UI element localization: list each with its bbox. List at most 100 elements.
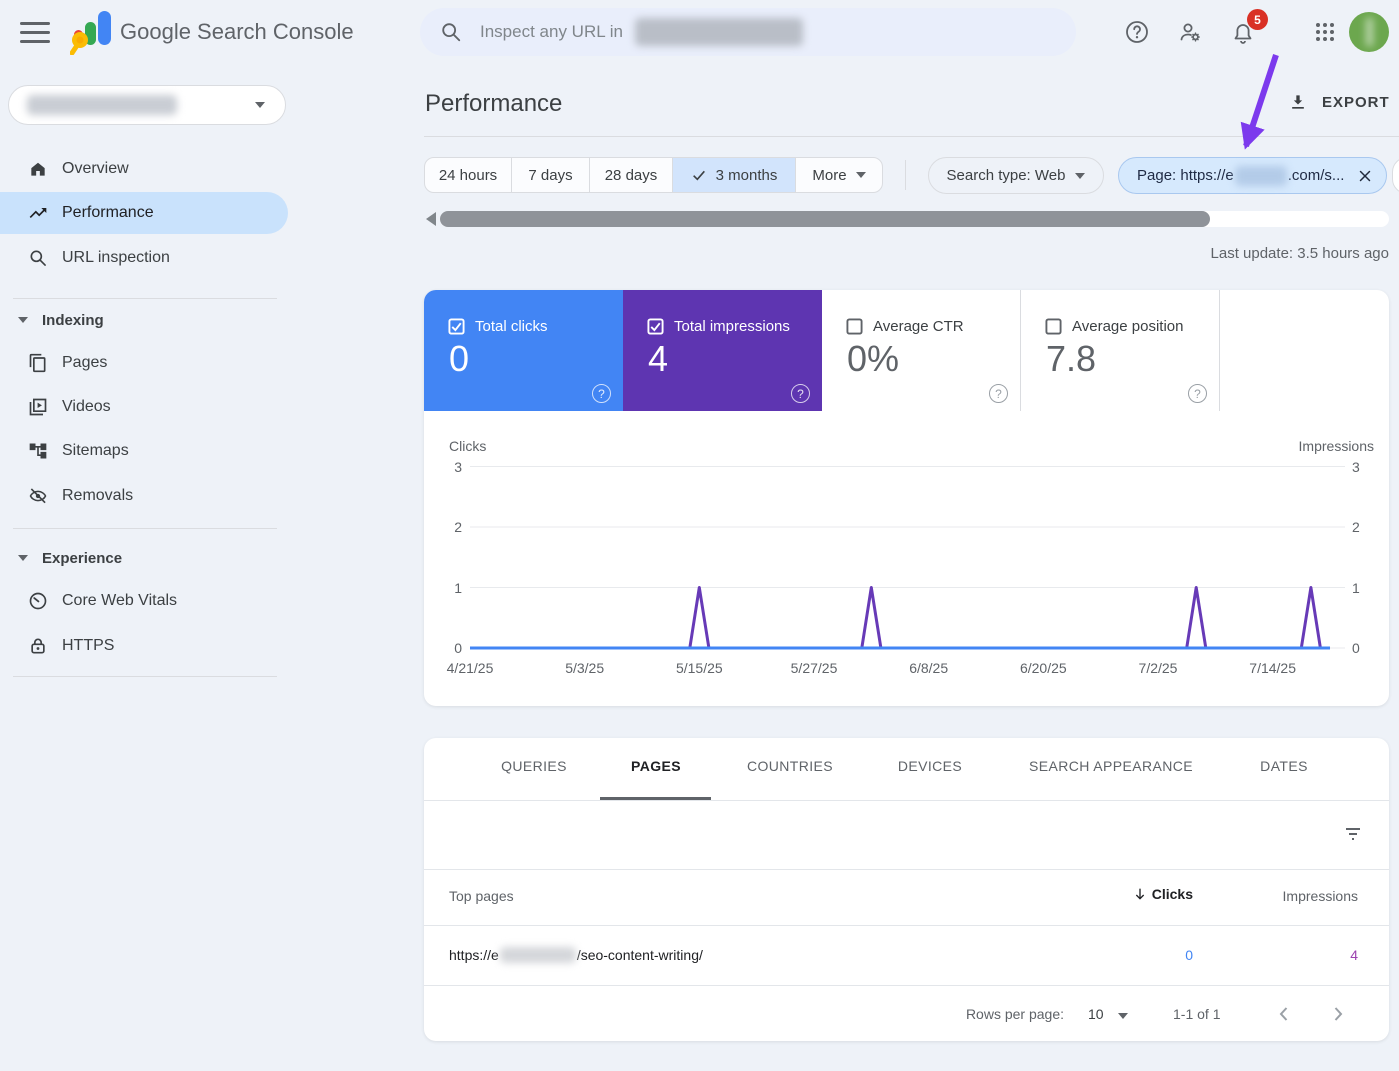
tab-queries[interactable]: QUERIES: [501, 758, 567, 774]
chevron-down-icon: [255, 102, 265, 108]
divider: [13, 298, 277, 299]
sidebar-section-experience[interactable]: Experience: [0, 540, 288, 576]
sidebar-item-core-web-vitals[interactable]: Core Web Vitals: [0, 580, 288, 622]
date-option-7-days[interactable]: 7 days: [512, 158, 590, 192]
divider: [424, 925, 1389, 926]
y-axis-tick: 1: [1352, 579, 1360, 596]
sidebar-item-removals[interactable]: Removals: [0, 475, 288, 517]
tab-dates[interactable]: DATES: [1260, 758, 1308, 774]
search-placeholder: Inspect any URL in: [480, 22, 623, 41]
sidebar-item-overview[interactable]: Overview: [0, 148, 288, 190]
sidebar-item-pages[interactable]: Pages: [0, 342, 288, 384]
divider: [13, 676, 277, 677]
tab-devices[interactable]: DEVICES: [897, 758, 963, 774]
avatar[interactable]: [1349, 12, 1389, 52]
search-icon: [442, 23, 461, 42]
rows-per-page-select[interactable]: 10: [1088, 1006, 1104, 1022]
page-filter-chip[interactable]: Page: https://e .com/s...: [1118, 157, 1387, 194]
sort-desc-icon: [1135, 888, 1144, 900]
date-option-24-hours[interactable]: 24 hours: [425, 158, 512, 192]
blurred-url-domain: [499, 947, 576, 963]
chevron-down-icon: [18, 317, 28, 323]
sidebar-item-sitemaps[interactable]: Sitemaps: [0, 430, 288, 472]
column-header-impressions[interactable]: Impressions: [1282, 888, 1358, 904]
search-icon: [30, 250, 46, 266]
metric-card-average-position[interactable]: Average position 7.8 ?: [1021, 290, 1220, 411]
chevron-down-icon[interactable]: [1118, 1013, 1128, 1019]
y-axis-tick: 0: [1352, 640, 1360, 656]
performance-chart-card: Total clicks 0 ? Total impressions 4 ? A…: [424, 290, 1389, 706]
check-icon: [692, 170, 705, 181]
metric-card-total-impressions[interactable]: Total impressions 4 ?: [623, 290, 822, 411]
sidebar-item-https[interactable]: HTTPS: [0, 625, 288, 667]
apps-grid-icon[interactable]: [1313, 20, 1337, 44]
export-button[interactable]: EXPORT: [1288, 92, 1390, 112]
manage-users-icon[interactable]: [1178, 20, 1202, 44]
left-axis-label: Clicks: [449, 438, 487, 454]
x-axis-tick: 5/15/25: [675, 660, 723, 676]
blurred-property-name: [27, 95, 177, 115]
help-circle-icon[interactable]: ?: [791, 384, 810, 403]
chevron-down-icon: [18, 555, 28, 561]
filters-scrollbar[interactable]: [440, 211, 1389, 227]
prev-page-icon[interactable]: [1272, 1002, 1296, 1026]
date-range-filter: 24 hours 7 days 28 days 3 months More: [424, 157, 883, 193]
menu-icon[interactable]: [20, 22, 50, 43]
table-row-impressions-value[interactable]: 4: [1350, 947, 1358, 963]
y-axis-tick: 2: [454, 519, 462, 535]
date-option-28-days[interactable]: 28 days: [590, 158, 673, 192]
next-page-icon[interactable]: [1326, 1002, 1350, 1026]
table-row-clicks-value[interactable]: 0: [1185, 947, 1193, 963]
tab-search-appearance[interactable]: SEARCH APPEARANCE: [1029, 758, 1193, 774]
right-axis-label: Impressions: [1298, 438, 1374, 454]
home-icon: [31, 162, 45, 176]
chevron-down-icon: [855, 172, 866, 178]
tab-countries[interactable]: COUNTRIES: [746, 758, 834, 774]
search-console-logo: [70, 11, 111, 55]
checkbox-checked-icon[interactable]: [647, 318, 664, 335]
sitemaps-icon: [29, 443, 47, 459]
x-axis-tick: 6/8/25: [909, 660, 949, 676]
pages-icon: [29, 353, 46, 373]
app-title: Google Search Console: [120, 19, 354, 44]
checkbox-unchecked-icon[interactable]: [846, 318, 863, 335]
scroll-left-arrow[interactable]: [426, 212, 436, 226]
table-row-page-url[interactable]: https://e /seo-content-writing/: [449, 947, 703, 963]
next-filter-chip-partial[interactable]: [1392, 157, 1399, 194]
performance-icon: [29, 208, 47, 218]
help-circle-icon[interactable]: ?: [592, 384, 611, 403]
help-icon[interactable]: [1125, 20, 1149, 44]
divider: [424, 985, 1389, 986]
scrollbar-thumb[interactable]: [440, 211, 1210, 227]
date-option-3-months-selected[interactable]: 3 months: [673, 158, 796, 192]
page-title: Performance: [425, 90, 563, 117]
notifications-icon[interactable]: [1231, 22, 1255, 46]
rows-per-page-label: Rows per page:: [965, 1006, 1064, 1022]
sidebar-section-indexing[interactable]: Indexing: [0, 302, 288, 338]
column-header-clicks[interactable]: Clicks: [1083, 886, 1193, 902]
help-circle-icon[interactable]: ?: [989, 384, 1008, 403]
search-type-filter-chip[interactable]: Search type: Web: [928, 157, 1104, 194]
y-axis-tick: 3: [454, 458, 462, 475]
sidebar-item-url-inspection[interactable]: URL inspection: [0, 237, 288, 279]
removals-icon: [29, 488, 47, 504]
divider: [13, 528, 277, 529]
help-circle-icon[interactable]: ?: [1188, 384, 1207, 403]
filter-icon[interactable]: [1341, 822, 1365, 846]
x-axis-tick: 4/21/25: [446, 660, 494, 676]
sidebar-item-videos[interactable]: Videos: [0, 386, 288, 428]
close-icon[interactable]: [1356, 167, 1374, 185]
y-axis-tick: 0: [454, 640, 462, 656]
metric-card-average-ctr[interactable]: Average CTR 0% ?: [822, 290, 1021, 411]
date-option-more[interactable]: More: [796, 158, 882, 192]
url-inspect-searchbar[interactable]: Inspect any URL in: [420, 8, 1076, 56]
divider: [905, 160, 906, 190]
tab-pages[interactable]: PAGES: [631, 758, 681, 774]
x-axis-tick: 5/3/25: [565, 660, 605, 676]
property-selector[interactable]: [8, 85, 286, 125]
checkbox-checked-icon[interactable]: [448, 318, 465, 335]
sidebar-item-performance[interactable]: Performance: [0, 192, 288, 234]
column-header-top-pages: Top pages: [449, 888, 514, 904]
checkbox-unchecked-icon[interactable]: [1045, 318, 1062, 335]
metric-card-total-clicks[interactable]: Total clicks 0 ?: [424, 290, 623, 411]
